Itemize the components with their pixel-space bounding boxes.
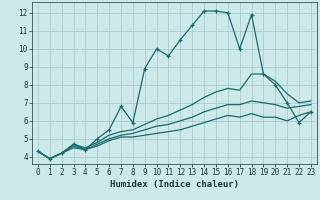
X-axis label: Humidex (Indice chaleur): Humidex (Indice chaleur) bbox=[110, 180, 239, 189]
